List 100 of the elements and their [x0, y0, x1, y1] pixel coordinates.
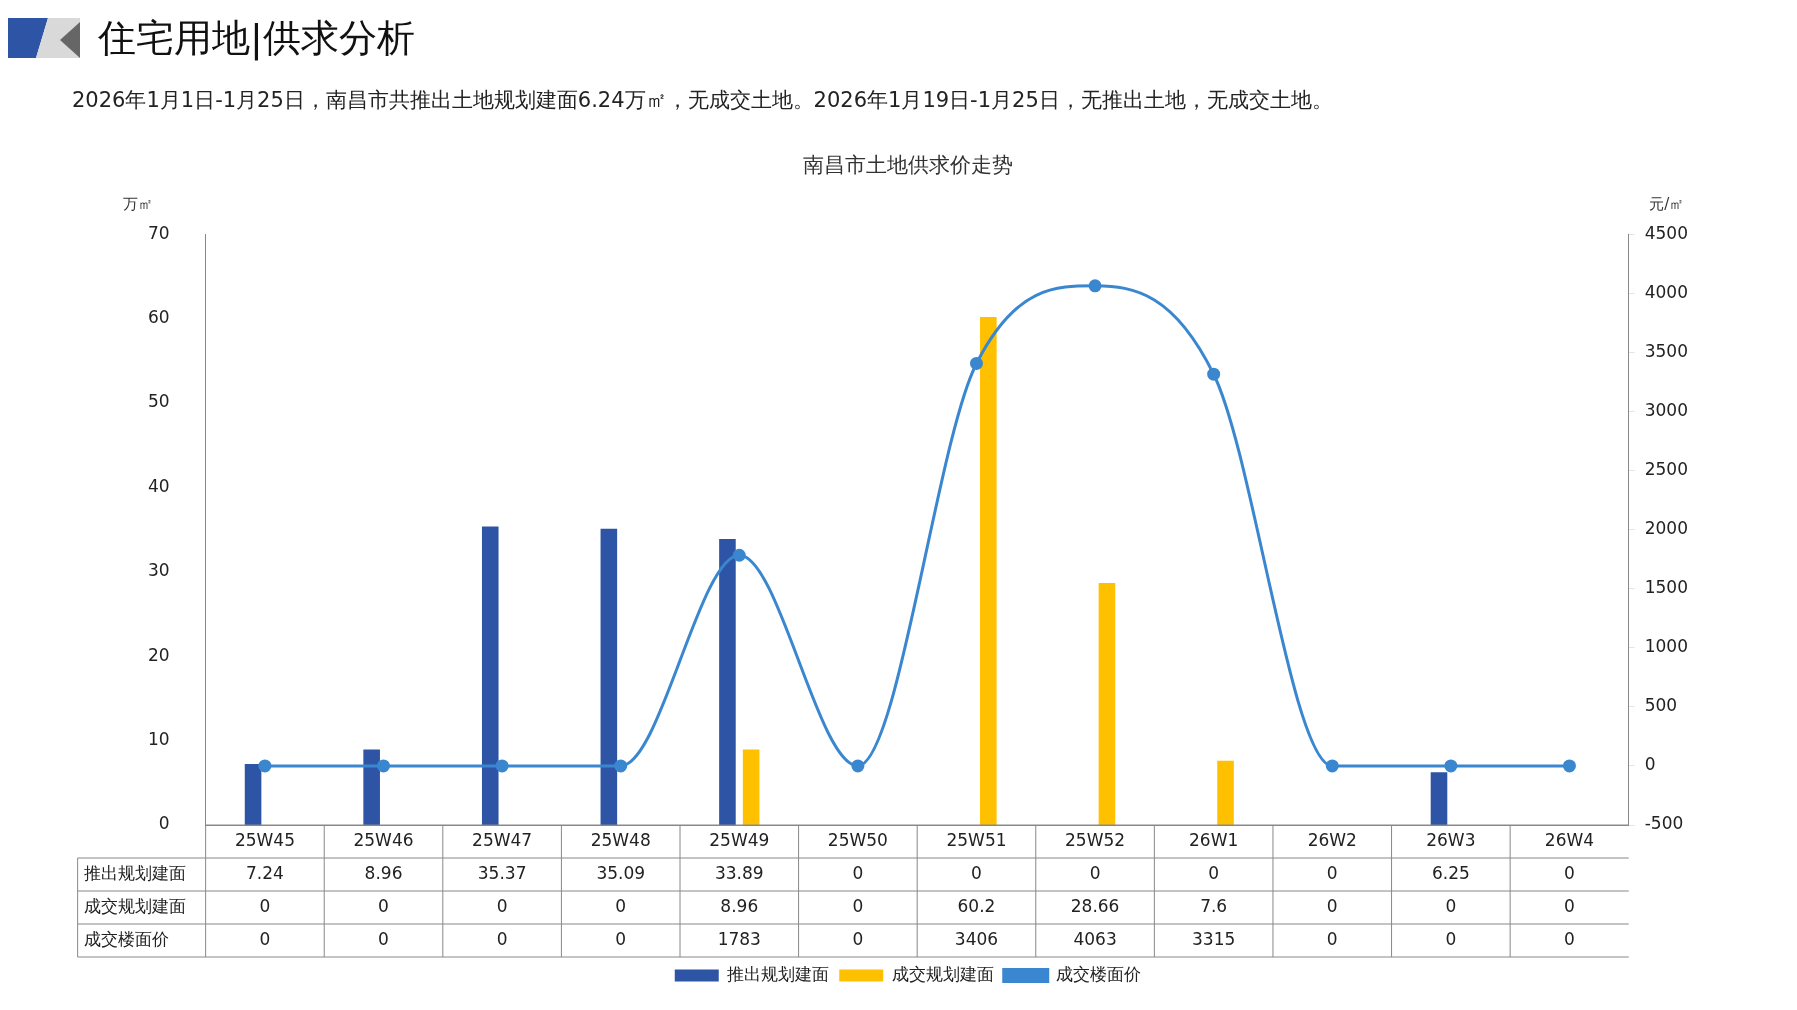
y2-tick-label: 1000	[1644, 636, 1688, 657]
x-tick-label: 25W50	[827, 829, 888, 850]
data-label: 35.37	[477, 862, 527, 883]
data-label: 0	[1208, 862, 1220, 883]
y-tick-label: 0	[158, 813, 170, 834]
data-label: 0	[1564, 862, 1575, 883]
data-label: 0	[1445, 928, 1457, 949]
legend-label: 推出规划建面	[727, 963, 830, 984]
x-tick-label: 26W4	[1544, 829, 1595, 850]
y2-tick-label: -500	[1644, 813, 1684, 834]
text: 推出规划建面	[83, 862, 186, 883]
y2-tick-label: 4500	[1644, 222, 1688, 243]
x-tick-label: 25W48	[590, 829, 651, 850]
point	[969, 356, 983, 370]
data-label: 8.96	[364, 862, 403, 883]
data-label: 0	[1564, 928, 1575, 949]
point	[1444, 759, 1458, 773]
data-label: 0	[615, 928, 627, 949]
y-tick-label: 30	[147, 560, 170, 581]
x-tick-label: 25W46	[353, 829, 414, 850]
data-label: 0	[259, 895, 271, 916]
x-tick-label: 26W2	[1307, 829, 1357, 850]
y-tick-label: 50	[147, 391, 170, 412]
y2-tick-label: 1500	[1644, 577, 1688, 598]
data-label: 35.09	[596, 862, 646, 883]
bar	[1098, 583, 1116, 825]
bar	[363, 749, 380, 825]
x-tick-label: 26W3	[1426, 829, 1476, 850]
chart-title: 南昌市土地供求价走势	[803, 153, 1013, 178]
x-tick-label: 25W52	[1065, 829, 1126, 850]
y2-axis-title: 元/㎡	[1649, 194, 1685, 213]
y2-tick-label: 2500	[1644, 458, 1688, 479]
data-label: 7.6	[1200, 895, 1228, 916]
text: 住宅用地|供求分析	[98, 14, 415, 63]
y2-tick-label: 500	[1644, 695, 1678, 716]
data-label: 33.89	[714, 862, 764, 883]
data-label: 0	[1326, 862, 1338, 883]
x-tick-label: 26W1	[1189, 829, 1239, 850]
bar	[742, 749, 760, 825]
legend-label: 成交楼面价	[1056, 963, 1142, 984]
data-label: 28.66	[1070, 895, 1120, 916]
data-label: 0	[852, 928, 864, 949]
data-label: 0	[852, 895, 864, 916]
bar	[1217, 760, 1234, 825]
y2-tick-label: 2000	[1644, 518, 1688, 539]
data-label: 0	[615, 895, 627, 916]
data-label: 7.24	[246, 862, 284, 883]
data-label: 4063	[1073, 928, 1117, 949]
data-label: 8.96	[720, 895, 759, 916]
bar	[980, 316, 997, 825]
point	[1088, 279, 1102, 293]
data-label: 0	[378, 928, 389, 949]
point	[1207, 367, 1221, 381]
x-tick-label: 25W45	[234, 829, 295, 850]
x-tick-label: 25W47	[472, 829, 533, 850]
y-tick-label: 20	[147, 644, 170, 665]
data-label: 0	[496, 895, 508, 916]
point	[614, 759, 628, 773]
data-label: 0	[1089, 862, 1101, 883]
data-label: 0	[259, 928, 271, 949]
y2-tick-label: 4000	[1644, 281, 1688, 302]
bar	[244, 763, 262, 825]
data-label: 0	[1326, 895, 1338, 916]
bar	[1430, 772, 1448, 825]
point	[258, 759, 272, 773]
point	[495, 759, 509, 773]
bar	[481, 526, 499, 825]
y2-tick-label: 3500	[1644, 340, 1688, 361]
text: 成交楼面价	[83, 928, 169, 949]
point	[732, 548, 746, 562]
data-label: 0	[1326, 928, 1338, 949]
x-tick-label: 25W49	[709, 829, 770, 850]
legend-label: 成交规划建面	[891, 963, 994, 984]
y-tick-label: 60	[147, 307, 170, 328]
point	[1562, 759, 1576, 773]
y-tick-label: 40	[147, 475, 170, 496]
text: 成交规划建面	[83, 895, 186, 916]
y-tick-label: 70	[147, 222, 170, 243]
y2-tick-label: 0	[1644, 754, 1656, 775]
x-tick-label: 25W51	[946, 829, 1007, 850]
data-label: 0	[1445, 895, 1457, 916]
point	[377, 759, 391, 773]
bar	[600, 528, 618, 825]
data-label: 6.25	[1431, 862, 1470, 883]
data-label: 0	[378, 895, 389, 916]
bar	[719, 538, 736, 825]
y-tick-label: 10	[147, 729, 170, 750]
point	[1325, 759, 1339, 773]
data-label: 60.2	[957, 895, 996, 916]
y2-tick-label: 3000	[1644, 399, 1688, 420]
data-label: 3315	[1192, 928, 1236, 949]
data-label: 3406	[954, 928, 999, 949]
point	[851, 759, 865, 773]
chart-subtitle: 2026年1月1日-1月25日，南昌市共推出土地规划建面6.24万㎡，无成交土地。2026年1月19日-1月25日，无推出土地，无成交土地。	[72, 87, 1334, 114]
data-label: 0	[1564, 895, 1575, 916]
data-label: 0	[971, 862, 982, 883]
data-label: 0	[496, 928, 508, 949]
data-label: 0	[852, 862, 864, 883]
data-label: 1783	[717, 928, 761, 949]
y-axis-title: 万㎡	[122, 194, 153, 213]
